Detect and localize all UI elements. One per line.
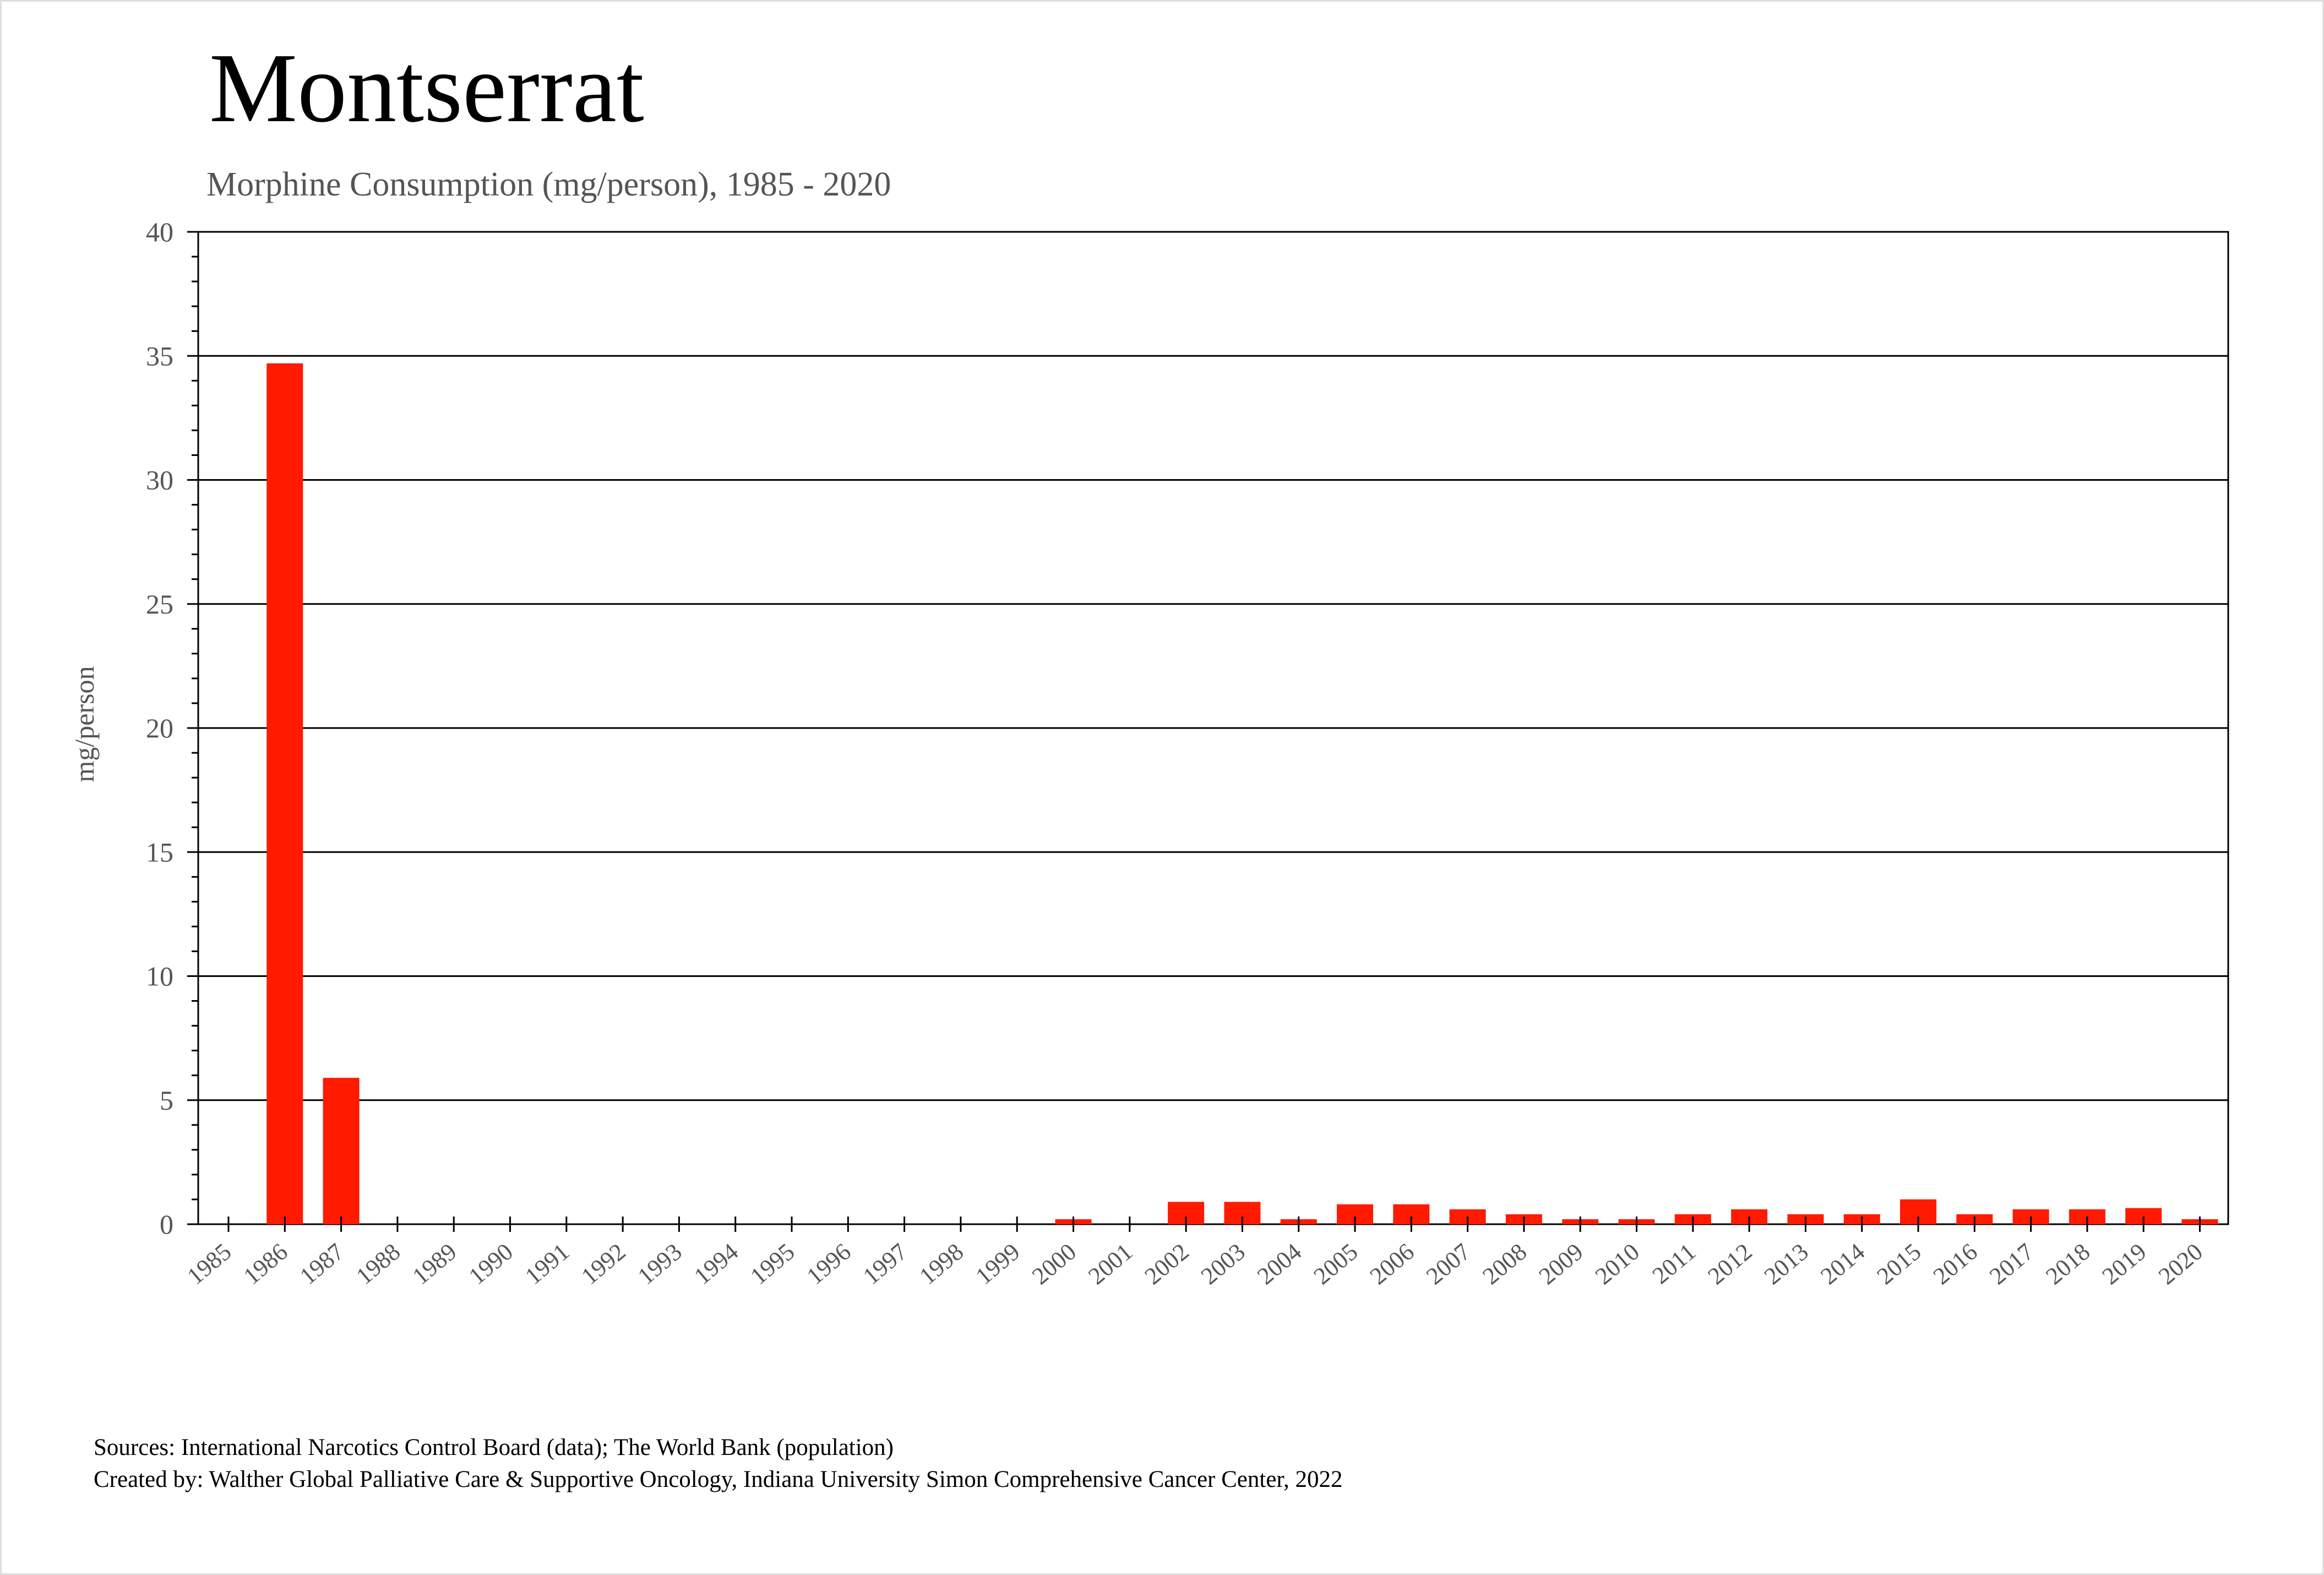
x-tick-label: 2002 [1140,1238,1194,1290]
x-tick-label: 2015 [1872,1238,1926,1290]
y-tick-label: 10 [146,961,173,992]
x-tick-label: 2012 [1703,1238,1757,1290]
x-tick-label: 1994 [689,1238,743,1290]
x-tick-label: 1996 [802,1238,856,1290]
y-tick-label: 5 [160,1085,173,1116]
x-tick-label: 1999 [971,1238,1025,1290]
bar-1987 [323,1078,360,1224]
y-tick-label: 20 [146,713,173,743]
chart-subtitle: Morphine Consumption (mg/person), 1985 -… [206,166,891,203]
sources-text: Sources: International Narcotics Control… [94,1435,894,1460]
y-tick-label: 25 [146,589,173,620]
x-tick-label: 2013 [1759,1238,1814,1290]
x-tick-label: 1997 [858,1238,912,1290]
y-tick-label: 0 [160,1209,173,1240]
x-tick-label: 2004 [1252,1238,1307,1290]
x-tick-label: 2016 [1928,1238,1983,1290]
x-tick-label: 1986 [238,1238,293,1290]
x-tick-label: 1991 [520,1238,574,1290]
x-tick-label: 1985 [182,1238,237,1290]
y-tick-label: 30 [146,465,173,496]
x-tick-label: 1989 [407,1238,462,1290]
y-tick-label: 40 [146,216,173,247]
x-tick-label: 2009 [1534,1238,1588,1290]
x-tick-label: 2011 [1647,1238,1701,1289]
x-tick-label: 1995 [745,1238,800,1290]
y-axis-label: mg/person [69,666,100,782]
created-by-text: Created by: Walther Global Palliative Ca… [94,1467,1343,1492]
x-tick-label: 2005 [1309,1238,1363,1290]
y-tick-label: 15 [146,837,173,867]
x-tick-label: 2019 [2097,1238,2152,1290]
x-tick-label: 2006 [1365,1238,1419,1290]
x-tick-label: 2003 [1196,1238,1250,1290]
x-tick-label: 2001 [1083,1238,1137,1290]
x-tick-label: 1990 [464,1238,518,1290]
x-tick-label: 1993 [633,1238,687,1290]
chart-title: Montserrat [209,33,644,143]
x-tick-label: 1988 [351,1238,405,1290]
footer-notes: Sources: International Narcotics Control… [94,1432,1343,1496]
x-tick-label: 2010 [1590,1238,1645,1290]
x-tick-label: 2020 [2153,1238,2208,1290]
bar-1986 [266,363,303,1224]
x-tick-label: 1992 [576,1238,631,1290]
x-tick-label: 1998 [914,1238,968,1290]
x-tick-label: 2017 [1984,1238,2039,1290]
x-tick-label: 2014 [1815,1238,1870,1290]
x-tick-label: 2000 [1027,1238,1081,1290]
x-tick-label: 2008 [1477,1238,1532,1290]
x-tick-label: 1987 [295,1238,349,1290]
y-tick-label: 35 [146,340,173,371]
x-tick-label: 2018 [2040,1238,2095,1290]
x-tick-label: 2007 [1421,1238,1476,1290]
